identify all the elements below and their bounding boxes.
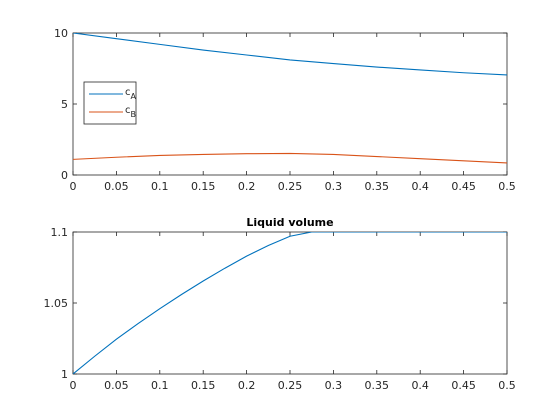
x-tick-label: 0.3: [325, 180, 343, 193]
legend-label: cA: [125, 87, 137, 101]
chart-title: Liquid volume: [246, 216, 333, 229]
x-tick-label: 0.25: [278, 379, 303, 392]
x-tick-label: 0.05: [104, 180, 129, 193]
x-tick-label: 0.45: [451, 180, 476, 193]
series-line-cA: [73, 33, 507, 76]
y-tick-label: 0: [61, 169, 68, 182]
x-tick-label: 0.4: [411, 379, 429, 392]
legend-box: [83, 81, 137, 125]
y-tick-label: 10: [54, 27, 68, 40]
x-tick-label: 0: [70, 180, 77, 193]
series-line-series0: [73, 232, 507, 374]
x-tick-label: 0.1: [151, 180, 169, 193]
x-tick-label: 0: [70, 379, 77, 392]
y-tick-label: 1.1: [51, 226, 69, 239]
x-tick-label: 0.2: [238, 180, 256, 193]
axes-box: [72, 231, 508, 375]
x-tick-label: 0.35: [365, 379, 390, 392]
x-tick-label: 0.4: [411, 180, 429, 193]
x-tick-label: 0.25: [278, 180, 303, 193]
x-tick-label: 0.1: [151, 379, 169, 392]
axes-box: [72, 32, 508, 176]
y-tick-label: 1.05: [44, 297, 69, 310]
x-tick-label: 0.5: [498, 379, 516, 392]
concentration-chart: 0 0.05 0.1 0.15 0.2 0.25 0.3 0.35 0.4 0.45 0.5 0 5 10…: [54, 27, 516, 193]
x-tick-label: 0.5: [498, 180, 516, 193]
x-tick-label: 0.3: [325, 379, 343, 392]
x-tick-label: 0.2: [238, 379, 256, 392]
x-tick-label: 0.05: [104, 379, 129, 392]
legend-label: cB: [125, 105, 136, 119]
series-line-cB: [73, 152, 507, 164]
y-tick-label: 1: [61, 368, 68, 381]
x-tick-label: 0.15: [191, 180, 216, 193]
liquid-volume-chart: 0 0.05 0.1 0.15 0.2 0.25 0.3 0.35 0.4 0.45 0.5 1 1.0…: [44, 216, 516, 392]
legend: cA cB: [83, 81, 137, 125]
y-tick-label: 5: [61, 98, 68, 111]
x-tick-label: 0.45: [451, 379, 476, 392]
x-tick-label: 0.35: [365, 180, 390, 193]
x-tick-label: 0.15: [191, 379, 216, 392]
legend-label-subscript: A: [131, 92, 137, 101]
legend-label-subscript: B: [131, 110, 137, 119]
